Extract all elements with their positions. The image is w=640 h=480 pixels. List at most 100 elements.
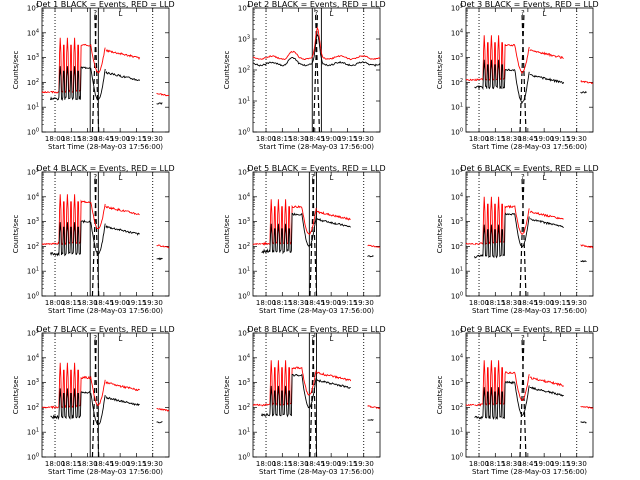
legend-mark: L <box>330 10 334 18</box>
y-tick-exponent: 2 <box>460 78 463 84</box>
series-events-line <box>50 66 106 101</box>
y-tick-exponent: 1 <box>36 428 39 434</box>
legend-mark: L <box>330 174 334 182</box>
series-lld-line <box>580 244 594 249</box>
y-tick-label: 105 <box>27 4 39 13</box>
chart-panel-det2: Det 2 BLACK = Events, RED = LLD100101102… <box>223 0 386 151</box>
legend-mark: L <box>119 174 123 182</box>
x-tick-label: 18:45 <box>518 460 538 468</box>
series-events-line <box>105 225 140 236</box>
dashed-marker-line <box>311 336 318 458</box>
series-lld-line <box>529 49 564 59</box>
y-tick-exponent: 2 <box>36 78 39 84</box>
y-tick-exponent: 4 <box>460 353 463 359</box>
y-tick-label: 102 <box>451 242 463 251</box>
y-tick-label: 104 <box>27 192 39 201</box>
x-tick-label: 18:45 <box>518 135 538 143</box>
legend-mark: ? <box>315 9 319 17</box>
series-lld-line <box>50 37 106 94</box>
chart-title: Det 2 BLACK = Events, RED = LLD <box>247 0 385 9</box>
y-tick-exponent: 3 <box>460 378 463 384</box>
y-tick-label: 101 <box>238 428 250 437</box>
y-tick-label: 103 <box>27 378 39 387</box>
x-tick-label: 19:00 <box>321 135 341 143</box>
series-events-line <box>529 386 564 397</box>
y-tick-label: 102 <box>451 403 463 412</box>
series-lld-line <box>316 210 351 221</box>
series-events-line <box>105 70 141 81</box>
y-tick-exponent: 3 <box>247 378 250 384</box>
plot-frame <box>465 171 594 297</box>
chart-panel-det5: Det 5 BLACK = Events, RED = LLD100101102… <box>223 164 386 315</box>
y-tick-exponent: 4 <box>247 192 250 198</box>
y-tick-exponent: 1 <box>247 428 250 434</box>
y-tick-label: 105 <box>451 329 463 338</box>
y-tick-label: 104 <box>451 353 463 362</box>
y-axis-label: Counts/sec <box>12 376 20 415</box>
x-tick-label: 18:15 <box>485 299 505 307</box>
y-tick-label: 102 <box>27 403 39 412</box>
y-tick-label: 100 <box>451 453 463 462</box>
y-tick-exponent: 0 <box>247 128 250 134</box>
x-tick-label: 18:30 <box>77 299 97 307</box>
y-tick-label: 104 <box>451 28 463 37</box>
legend-mark: ? <box>521 334 525 342</box>
x-tick-label: 19:30 <box>354 460 374 468</box>
x-tick-label: 18:15 <box>272 135 292 143</box>
y-axis-label: Counts/sec <box>436 376 444 415</box>
y-tick-label: 104 <box>238 4 250 13</box>
y-tick-label: 103 <box>238 217 250 226</box>
x-tick-label: 19:15 <box>337 135 357 143</box>
x-axis-label: Start Time (28-May-03 17:56:00) <box>472 468 587 476</box>
series-events-line <box>580 90 587 94</box>
legend-mark: ? <box>93 173 97 181</box>
series-events-line <box>316 379 351 389</box>
y-tick-exponent: 4 <box>460 28 463 34</box>
y-tick-label: 101 <box>451 428 463 437</box>
legend-mark: ? <box>521 9 525 17</box>
y-tick-label: 102 <box>238 242 250 251</box>
x-axis-label: Start Time (28-May-03 17:56:00) <box>48 307 163 315</box>
y-tick-exponent: 2 <box>247 403 250 409</box>
legend-mark: L <box>119 335 123 343</box>
x-tick-label: 19:00 <box>110 299 130 307</box>
legend-mark: ? <box>311 334 315 342</box>
y-axis-label: Counts/sec <box>436 51 444 90</box>
x-tick-label: 18:45 <box>94 299 114 307</box>
legend-mark: L <box>543 10 547 18</box>
legend-mark: L <box>330 335 334 343</box>
dashed-marker-line <box>94 336 100 458</box>
y-tick-label: 101 <box>238 267 250 276</box>
series-events-line <box>50 388 106 426</box>
x-tick-label: 19:15 <box>550 299 570 307</box>
series-events-line <box>529 73 565 84</box>
y-tick-exponent: 2 <box>460 242 463 248</box>
y-tick-exponent: 0 <box>36 292 39 298</box>
dashed-marker-line <box>311 175 318 297</box>
series-lld-line <box>50 362 106 410</box>
series-lld-line <box>105 49 141 60</box>
series-lld-line <box>41 406 51 409</box>
x-tick-label: 18:30 <box>288 299 308 307</box>
series-lld-line <box>252 403 261 407</box>
y-tick-label: 105 <box>238 329 250 338</box>
series-events-line <box>156 421 163 424</box>
y-tick-exponent: 3 <box>247 217 250 223</box>
y-tick-exponent: 4 <box>36 353 39 359</box>
x-tick-label: 18:30 <box>288 135 308 143</box>
x-tick-label: 19:30 <box>567 460 587 468</box>
x-tick-label: 18:15 <box>61 135 81 143</box>
x-tick-label: 18:00 <box>469 135 489 143</box>
x-tick-label: 18:30 <box>501 460 521 468</box>
x-tick-label: 19:15 <box>337 460 357 468</box>
x-tick-label: 19:15 <box>126 135 146 143</box>
series-events-line <box>252 33 381 67</box>
y-tick-exponent: 1 <box>36 267 39 273</box>
x-axis-label: Start Time (28-May-03 17:56:00) <box>259 143 374 151</box>
y-tick-exponent: 4 <box>36 28 39 34</box>
y-tick-exponent: 0 <box>247 292 250 298</box>
x-tick-label: 19:30 <box>143 135 163 143</box>
legend-mark: L <box>119 10 123 18</box>
chart-title: Det 5 BLACK = Events, RED = LLD <box>247 164 385 173</box>
y-tick-label: 100 <box>451 128 463 137</box>
